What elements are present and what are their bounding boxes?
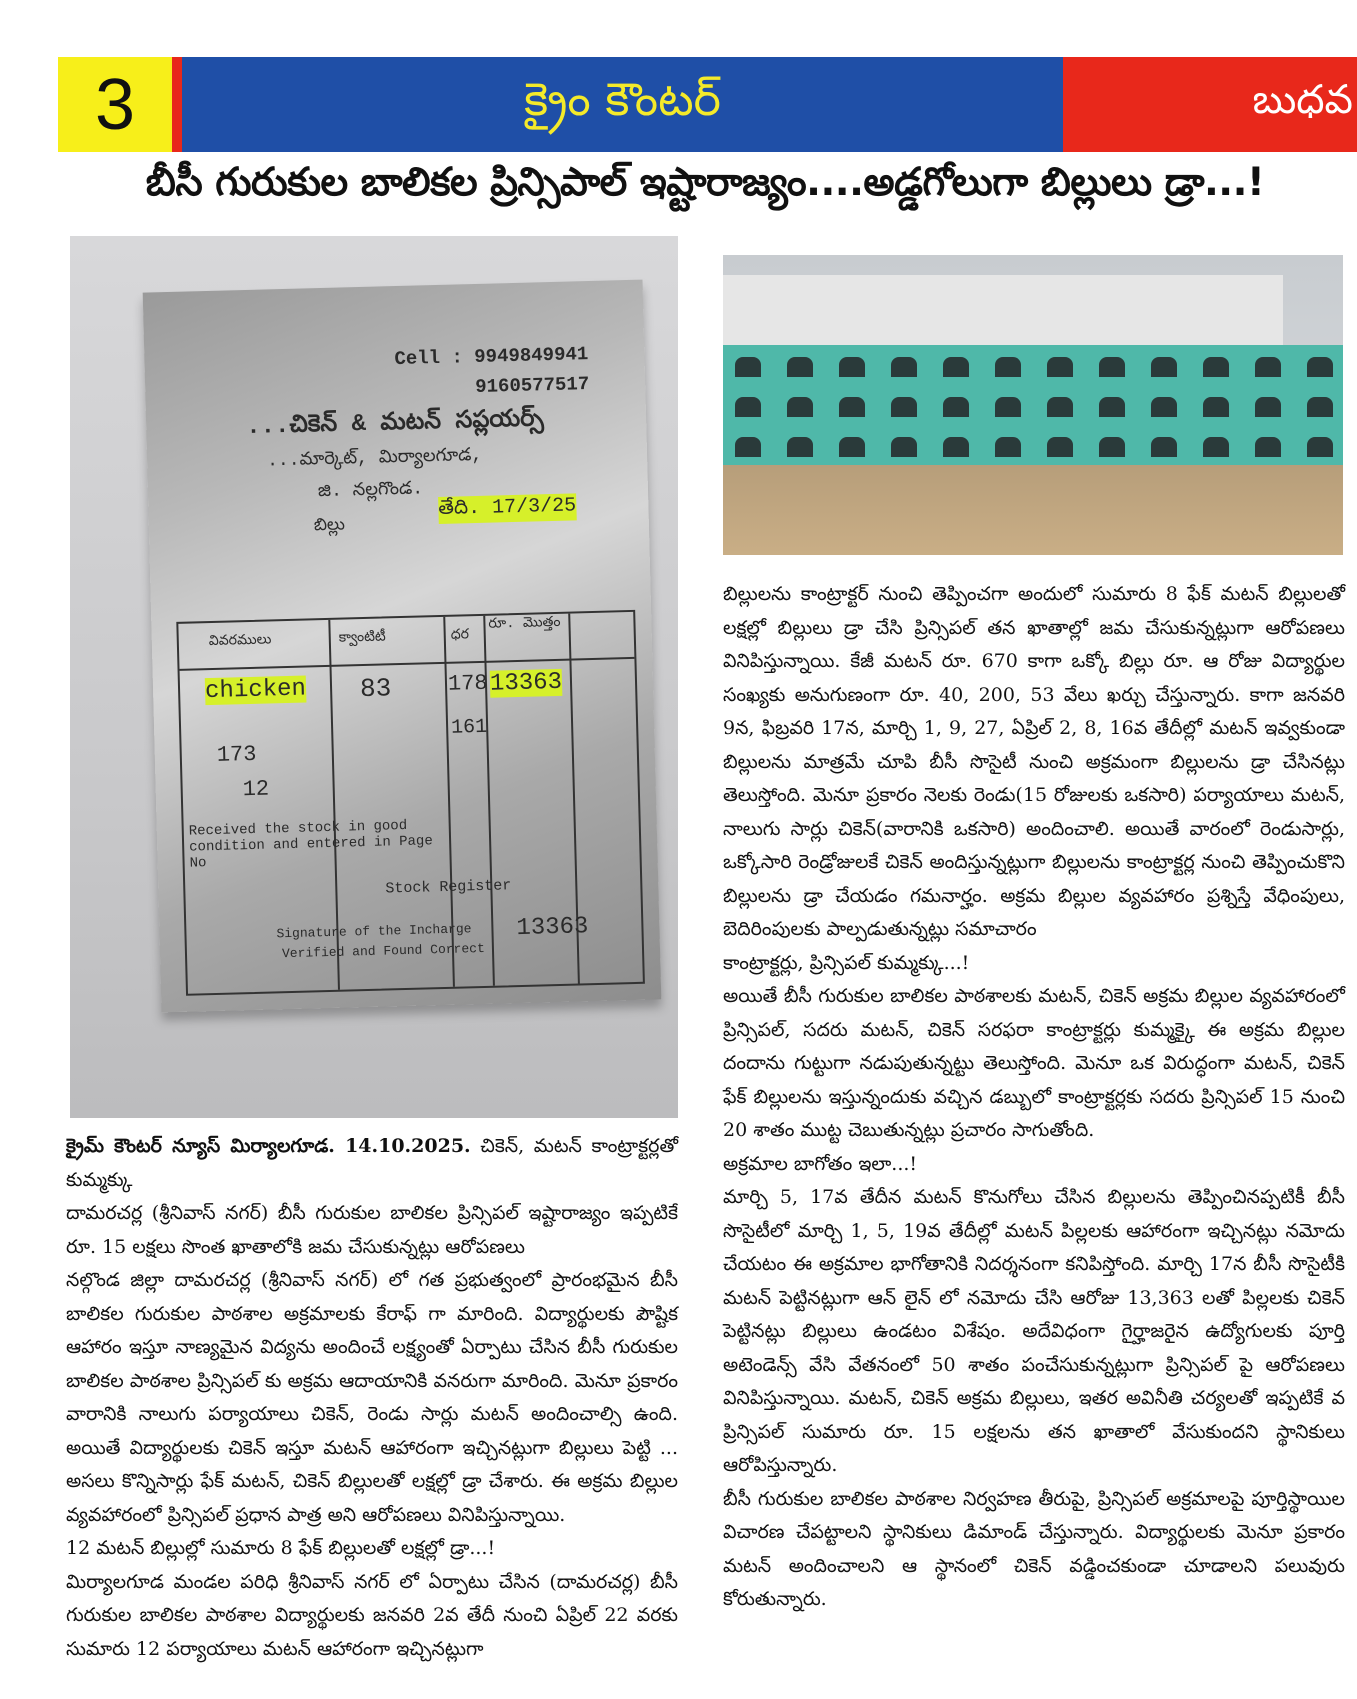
receipt-stamp-received: Received the stock in good condition and… — [188, 817, 433, 872]
receipt-header-details: వివరములు — [208, 632, 272, 651]
left-column: క్రైమ్ కౌంటర్ న్యూస్ మిర్యాలగూడ. 14.10.2… — [66, 1130, 678, 1666]
building-window — [1047, 397, 1073, 417]
page-number: 3 — [58, 57, 172, 152]
paragraph: అయితే బీసీ గురుకుల బాలికల పాఠశాలకు మటన్,… — [723, 985, 1345, 1141]
building-window — [1203, 357, 1229, 377]
building-window — [995, 437, 1021, 457]
building-window — [735, 357, 761, 377]
receipt-amount: 13363 — [489, 668, 563, 698]
building-window — [1307, 397, 1333, 417]
building-window — [735, 437, 761, 457]
building-window — [1255, 437, 1281, 457]
building-window — [787, 437, 813, 457]
building-window — [839, 397, 865, 417]
receipt-total: 13363 — [516, 913, 589, 943]
building-window — [1151, 437, 1177, 457]
building-window — [1099, 397, 1125, 417]
building-window — [787, 357, 813, 377]
receipt-stamp-register: Stock Register — [385, 877, 512, 898]
building-window — [1307, 357, 1333, 377]
receipt-address-2: జి. నల్లగొండ. — [317, 479, 424, 503]
paragraph: దామరచర్ల (శ్రీనివాస్ నగర్) బీసీ గురుకుల … — [66, 1202, 678, 1258]
building-window — [1151, 397, 1177, 417]
building-upper-floor — [723, 275, 1283, 350]
receipt-item: chicken — [204, 675, 307, 706]
building-window — [1255, 397, 1281, 417]
building-window — [1047, 437, 1073, 457]
newspaper-name: క్రైం కౌంటర్ — [182, 57, 1063, 152]
receipt-note-2: 12 — [242, 776, 270, 803]
receipt-table: వివరములు క్వాంటిటీ ధర రూ. మొత్తం chicken… — [176, 609, 645, 996]
building-window — [943, 397, 969, 417]
dateline: క్రైమ్ కౌంటర్ న్యూస్ మిర్యాలగూడ. 14.10.2… — [66, 1130, 678, 1197]
receipt-rate-alt: 161 — [450, 715, 488, 740]
building-window — [787, 397, 813, 417]
building-window — [839, 357, 865, 377]
receipt-stamp-signature: Signature of the Incharge — [276, 921, 472, 942]
receipt-date: తేది. 17/3/25 — [438, 493, 577, 524]
building-window — [1099, 437, 1125, 457]
receipt-quantity: 83 — [359, 673, 392, 705]
building-window — [891, 357, 917, 377]
receipt-cell-1: Cell : 9949849941 — [394, 343, 589, 371]
building-window — [839, 437, 865, 457]
building-window — [1255, 357, 1281, 377]
receipt-address-1: ...మార్కెట్, మిర్యాలగూడ, — [266, 445, 483, 472]
masthead: 3 క్రైం కౌంటర్ బుధవ — [58, 57, 1357, 152]
receipt-rate: 178 — [447, 670, 488, 697]
paragraph: బీసీ గురుకుల బాలికల పాఠశాల నిర్వహణ తీరుప… — [723, 1487, 1345, 1611]
building-window — [891, 397, 917, 417]
receipt-photo: Cell : 9949849941 9160577517 ...చికెన్ &… — [70, 236, 678, 1118]
building-window — [891, 437, 917, 457]
receipt-header-rate: ధర — [450, 627, 470, 644]
building-window — [1047, 357, 1073, 377]
building-window — [995, 357, 1021, 377]
school-building-photo — [723, 255, 1343, 555]
article-headline: బీసీ గురుకుల బాలికల ప్రిన్సిపాల్ ఇష్టారా… — [145, 160, 1265, 205]
receipt-note-1: 173 — [216, 741, 257, 768]
building-lower-floors — [723, 345, 1343, 475]
paragraph: మార్చి 5, 17వ తేదీన మటన్ కొనుగోలు చేసిన … — [723, 1186, 1345, 1476]
right-column: బిల్లులను కాంట్రాక్టర్ నుంచి తెప్పించగా … — [723, 578, 1345, 1617]
paragraph: బిల్లులను కాంట్రాక్టర్ నుంచి తెప్పించగా … — [723, 583, 1345, 940]
subheading: కాంట్రాక్టర్లు, ప్రిన్సిపల్ కుమ్మక్కు...… — [723, 951, 970, 974]
building-window — [943, 357, 969, 377]
receipt-cell-2: 9160577517 — [474, 373, 590, 398]
paragraph: మిర్యాలగూడ మండల పరిధి శ్రీనివాస్ నగర్ లో… — [66, 1570, 678, 1660]
receipt-bill-label: బిల్లు — [313, 516, 346, 537]
ground — [723, 465, 1343, 555]
subheading: 12 మటన్ బిల్లుల్లో సుమారు 8 ఫేక్ బిల్లుల… — [66, 1537, 496, 1559]
dateline-bold: క్రైమ్ కౌంటర్ న్యూస్ మిర్యాలగూడ. 14.10.2… — [66, 1135, 471, 1157]
building-window — [1203, 437, 1229, 457]
building-window — [735, 397, 761, 417]
receipt-stamp-verified: Verified and Found Correct — [281, 940, 485, 962]
building-window — [943, 437, 969, 457]
masthead-divider — [172, 57, 182, 152]
receipt-paper: Cell : 9949849941 9160577517 ...చికెన్ &… — [142, 279, 662, 1013]
building-window — [1203, 397, 1229, 417]
receipt-header-quantity: క్వాంటిటీ — [338, 629, 386, 647]
masthead-day: బుధవ — [1063, 57, 1357, 152]
dateline-subtitle: చికెన్, మటన్ కాంట్రాక్టర్లతో కుమ్మక్కు — [66, 1135, 678, 1191]
building-window — [1307, 437, 1333, 457]
receipt-shop-name: ...చికెన్ & మటన్ సప్లయర్స్ — [245, 406, 545, 441]
building-window — [995, 397, 1021, 417]
building-window — [1099, 357, 1125, 377]
subheading: అక్రమాల బాగోతం ఇలా...! — [723, 1152, 918, 1175]
receipt-header-amount: రూ. మొత్తం — [488, 614, 561, 633]
paragraph: నల్గొండ జిల్లా దామరచర్ల (శ్రీనివాస్ నగర్… — [66, 1269, 678, 1526]
building-window — [1151, 357, 1177, 377]
